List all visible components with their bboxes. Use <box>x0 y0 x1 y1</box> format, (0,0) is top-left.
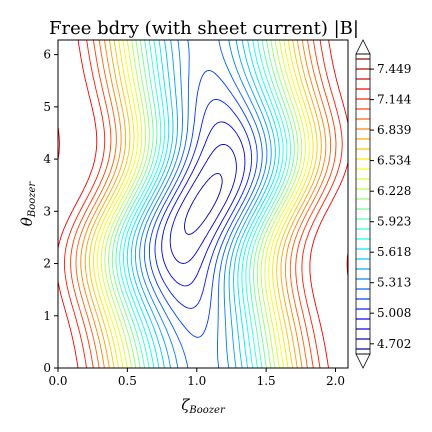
contour-level-22 <box>80 39 327 369</box>
contour-level-23 <box>75 39 332 369</box>
y-tick-label: 1 <box>43 309 51 323</box>
contour-level-17 <box>100 39 306 369</box>
colorbar-extend-bottom <box>355 353 371 369</box>
y-tick-label: 2 <box>43 257 51 271</box>
contour-level-8 <box>134 39 272 369</box>
y-axis-label: θBoozer <box>18 181 38 227</box>
y-tick-label: 5 <box>43 100 51 114</box>
contour-level-21 <box>84 39 322 369</box>
colorbar-tick-label: 5.008 <box>377 306 411 320</box>
y-tick-label: 3 <box>43 204 51 218</box>
x-tick-label: 2.0 <box>326 374 345 388</box>
colorbar-tick-label: 6.534 <box>377 154 412 168</box>
x-tick-label: 0.0 <box>48 374 67 388</box>
colorbar-tick-label: 5.313 <box>377 276 411 290</box>
plot-frame <box>57 39 349 369</box>
contour-level-18 <box>96 39 310 369</box>
contour-level-16 <box>104 39 303 369</box>
contour-level-14 <box>111 39 295 369</box>
y-tick-label: 6 <box>43 48 51 62</box>
colorbar-tick-label: 6.839 <box>377 123 411 137</box>
contour-level-20 <box>89 39 318 369</box>
colorbar-tick-label: 6.228 <box>377 184 411 198</box>
y-tick-label: 4 <box>43 152 51 166</box>
contour-level-1 <box>184 172 223 235</box>
x-axis-label: ζBoozer <box>181 396 226 416</box>
x-axis-ticks: 0.0 0.5 1.0 1.5 2.0 <box>48 368 345 388</box>
contour-level-2 <box>169 143 237 264</box>
y-axis-label-main: θ <box>18 217 36 226</box>
colorbar-extend-top <box>355 39 371 55</box>
y-axis-ticks: 0 1 2 3 4 5 6 <box>43 48 58 375</box>
contour-level-24 <box>70 39 337 369</box>
colorbar: 4.702 5.008 5.313 5.618 5.923 6.228 6.534 6.839… <box>355 39 412 369</box>
colorbar-tick-label: 4.702 <box>377 337 411 351</box>
contour-level-5 <box>148 70 258 338</box>
contour-level-9 <box>130 39 276 369</box>
contour-level-25 <box>63 39 343 369</box>
y-tick-label: 0 <box>43 361 51 375</box>
chart-title: Free bdry (with sheet current) |B| <box>49 18 359 39</box>
x-tick-label: 0.5 <box>118 374 137 388</box>
contour-lines <box>57 39 349 369</box>
contour-level-7 <box>139 39 268 369</box>
colorbar-tick-label: 7.144 <box>377 93 412 107</box>
x-axis-label-main: ζ <box>181 396 190 414</box>
colorbar-tick-label: 5.923 <box>377 215 411 229</box>
contour-level-4 <box>154 99 253 309</box>
x-axis-label-sub: Boozer <box>188 405 226 416</box>
x-tick-label: 1.0 <box>187 374 206 388</box>
contour-level-19 <box>93 39 314 369</box>
colorbar-tick-label: 5.618 <box>377 245 411 259</box>
x-tick-label: 1.5 <box>257 374 276 388</box>
contour-level-11 <box>123 39 284 369</box>
colorbar-frame <box>355 53 371 355</box>
colorbar-tick-label: 7.449 <box>377 62 411 76</box>
contour-level-13 <box>115 39 292 369</box>
contour-level-10 <box>126 39 280 369</box>
contour-level-6 <box>143 39 263 369</box>
contour-level-15 <box>108 39 299 369</box>
y-axis-label-sub: Boozer <box>27 181 38 219</box>
contour-level-12 <box>119 39 288 369</box>
contour-level-3 <box>161 121 246 287</box>
plot-area <box>57 39 349 369</box>
